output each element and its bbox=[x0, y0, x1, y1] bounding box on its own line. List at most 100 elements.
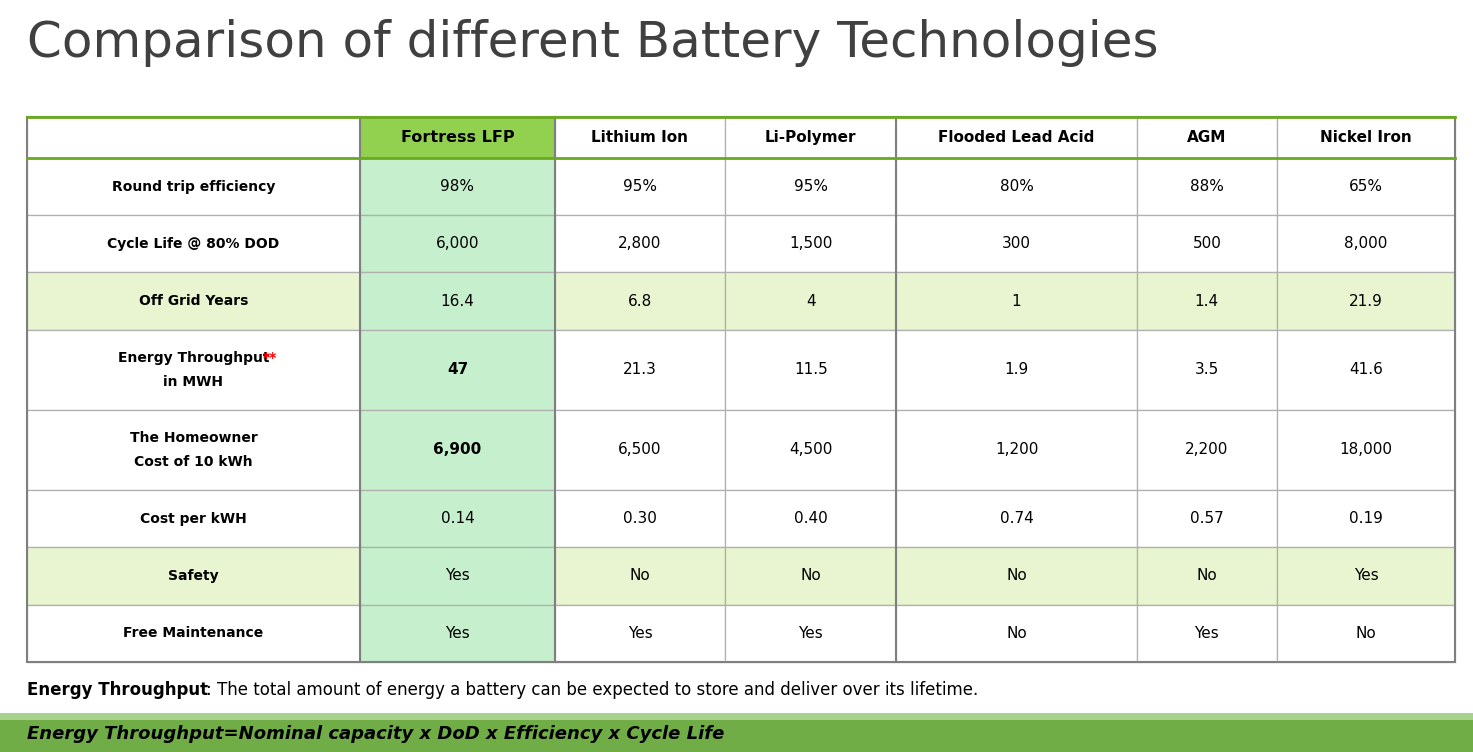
Bar bbox=[896, 215, 1137, 272]
Text: 0.74: 0.74 bbox=[1000, 511, 1034, 526]
Text: Safety: Safety bbox=[168, 569, 219, 583]
Bar bbox=[1137, 329, 1277, 410]
Bar bbox=[1137, 410, 1277, 490]
Text: Off Grid Years: Off Grid Years bbox=[138, 294, 247, 308]
Bar bbox=[0, 720, 1473, 752]
Bar bbox=[554, 158, 725, 215]
Text: Free Maintenance: Free Maintenance bbox=[124, 626, 264, 640]
Text: Comparison of different Battery Technologies: Comparison of different Battery Technolo… bbox=[27, 19, 1158, 67]
Text: Yes: Yes bbox=[1354, 569, 1379, 584]
Bar bbox=[1277, 329, 1455, 410]
Text: 0.19: 0.19 bbox=[1349, 511, 1383, 526]
Bar bbox=[554, 547, 725, 605]
Bar bbox=[554, 410, 725, 490]
Text: 8,000: 8,000 bbox=[1345, 236, 1388, 251]
Bar bbox=[27, 329, 361, 410]
Bar bbox=[1277, 215, 1455, 272]
Text: Yes: Yes bbox=[1195, 626, 1220, 641]
Text: No: No bbox=[1006, 626, 1027, 641]
Bar bbox=[361, 158, 554, 215]
Text: No: No bbox=[1355, 626, 1376, 641]
Bar bbox=[1137, 272, 1277, 329]
Text: 6.8: 6.8 bbox=[627, 293, 653, 308]
Text: 1.4: 1.4 bbox=[1195, 293, 1218, 308]
Bar bbox=[1137, 215, 1277, 272]
Text: 4: 4 bbox=[806, 293, 816, 308]
Bar bbox=[361, 329, 554, 410]
Bar bbox=[554, 117, 725, 158]
Bar bbox=[27, 490, 361, 547]
Bar bbox=[725, 215, 896, 272]
Bar bbox=[361, 272, 554, 329]
Text: 80%: 80% bbox=[1000, 179, 1034, 194]
Bar bbox=[896, 329, 1137, 410]
Text: 98%: 98% bbox=[440, 179, 474, 194]
Text: 6,000: 6,000 bbox=[436, 236, 479, 251]
Text: AGM: AGM bbox=[1187, 130, 1227, 145]
Text: 0.14: 0.14 bbox=[440, 511, 474, 526]
Text: 95%: 95% bbox=[794, 179, 828, 194]
Text: 16.4: 16.4 bbox=[440, 293, 474, 308]
Bar bbox=[554, 215, 725, 272]
Bar bbox=[896, 490, 1137, 547]
Text: 1,500: 1,500 bbox=[790, 236, 832, 251]
Bar bbox=[1137, 547, 1277, 605]
Text: 300: 300 bbox=[1002, 236, 1031, 251]
Text: 21.3: 21.3 bbox=[623, 362, 657, 378]
Bar bbox=[361, 410, 554, 490]
Text: 2,800: 2,800 bbox=[619, 236, 661, 251]
Text: 0.30: 0.30 bbox=[623, 511, 657, 526]
Bar bbox=[725, 117, 896, 158]
Text: No: No bbox=[800, 569, 820, 584]
Bar bbox=[27, 410, 361, 490]
Bar bbox=[896, 117, 1137, 158]
Text: No: No bbox=[1196, 569, 1217, 584]
Bar bbox=[1277, 117, 1455, 158]
Text: The Homeowner: The Homeowner bbox=[130, 431, 258, 445]
Text: 3.5: 3.5 bbox=[1195, 362, 1220, 378]
Bar bbox=[27, 272, 361, 329]
Text: Lithium Ion: Lithium Ion bbox=[592, 130, 688, 145]
Bar bbox=[725, 158, 896, 215]
Text: 18,000: 18,000 bbox=[1339, 442, 1392, 457]
Text: Cost of 10 kWh: Cost of 10 kWh bbox=[134, 455, 253, 469]
Bar bbox=[27, 547, 361, 605]
Bar bbox=[27, 117, 1455, 662]
Bar bbox=[1277, 547, 1455, 605]
Bar bbox=[725, 605, 896, 662]
Bar bbox=[896, 547, 1137, 605]
Text: Yes: Yes bbox=[627, 626, 653, 641]
Text: 47: 47 bbox=[446, 362, 468, 378]
Text: Li-Polymer: Li-Polymer bbox=[764, 130, 857, 145]
Text: 1,200: 1,200 bbox=[994, 442, 1038, 457]
Bar bbox=[1277, 410, 1455, 490]
Bar bbox=[27, 215, 361, 272]
Text: Cycle Life @ 80% DOD: Cycle Life @ 80% DOD bbox=[108, 237, 280, 251]
Bar bbox=[554, 329, 725, 410]
Bar bbox=[725, 490, 896, 547]
Text: Energy Throughput=Nominal capacity x DoD x Efficiency x Cycle Life: Energy Throughput=Nominal capacity x DoD… bbox=[27, 725, 723, 743]
Text: 41.6: 41.6 bbox=[1349, 362, 1383, 378]
Bar bbox=[896, 410, 1137, 490]
Bar bbox=[1137, 490, 1277, 547]
Text: Yes: Yes bbox=[445, 626, 470, 641]
Text: 11.5: 11.5 bbox=[794, 362, 828, 378]
Text: No: No bbox=[1006, 569, 1027, 584]
Text: Flooded Lead Acid: Flooded Lead Acid bbox=[938, 130, 1094, 145]
Text: 0.57: 0.57 bbox=[1190, 511, 1224, 526]
Text: Round trip efficiency: Round trip efficiency bbox=[112, 180, 275, 193]
Text: Yes: Yes bbox=[445, 569, 470, 584]
Bar bbox=[361, 117, 554, 158]
Bar bbox=[0, 713, 1473, 722]
Bar bbox=[896, 605, 1137, 662]
Bar bbox=[554, 272, 725, 329]
Text: in MWH: in MWH bbox=[164, 374, 224, 389]
Text: 1.9: 1.9 bbox=[1005, 362, 1028, 378]
Text: 0.40: 0.40 bbox=[794, 511, 828, 526]
Text: 6,900: 6,900 bbox=[433, 442, 482, 457]
Bar bbox=[554, 605, 725, 662]
Text: Energy Throughput: Energy Throughput bbox=[27, 681, 208, 699]
Bar bbox=[361, 547, 554, 605]
Bar bbox=[725, 410, 896, 490]
Text: No: No bbox=[629, 569, 651, 584]
